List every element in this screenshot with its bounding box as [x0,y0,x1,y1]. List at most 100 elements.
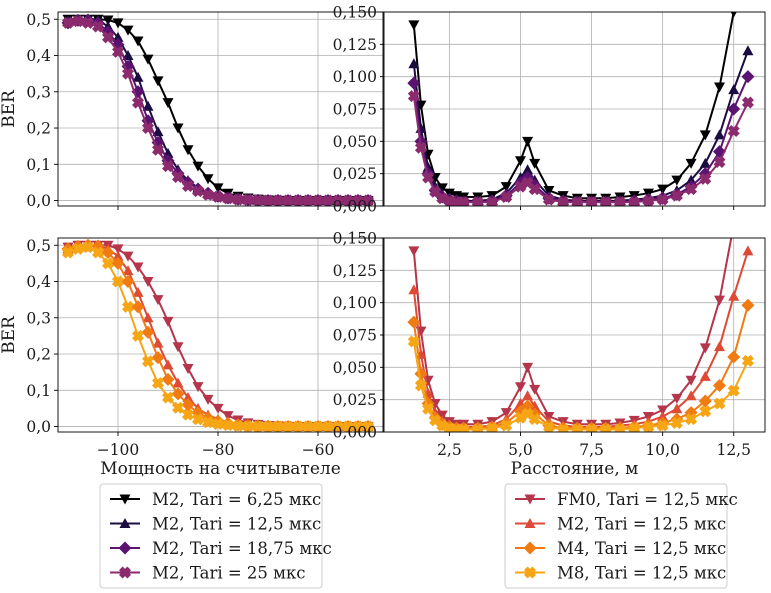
data-point [699,405,712,418]
data-point [121,275,135,289]
data-point [252,420,264,432]
x-tick-label: 10,0 [645,441,680,459]
y-tick-label: 0,5 [26,11,51,29]
y-tick-label: 0,125 [333,36,377,54]
data-point [142,355,154,368]
data-point [436,183,448,194]
data-point [132,286,144,297]
data-point [252,194,264,206]
x-tick-label: 2,5 [437,441,462,459]
y-tick-label: 0,3 [26,83,51,101]
data-point [585,423,598,432]
legend-item: M8, Tari = 12,5 мкс [515,564,726,583]
data-point [407,90,420,103]
data-point [112,250,124,261]
data-point [528,183,541,196]
data-point [192,185,204,198]
y-tick-label: 0,0 [26,418,51,436]
data-point [212,418,224,431]
data-point [699,172,712,185]
series-line [412,50,749,202]
data-point [192,382,204,393]
data-point [613,423,626,432]
y-axis-label: BER [0,89,19,128]
legend-marker [524,566,536,579]
data-point [172,123,184,134]
data-point [192,161,204,172]
data-point [714,129,726,140]
data-point [522,136,534,147]
data-point [407,76,421,90]
data-point [171,387,185,401]
legend-box [504,483,728,589]
x-tick-label: −60 [302,441,335,459]
x-tick-label: 12,5 [716,441,751,459]
data-point [727,350,741,364]
legend-item: M4, Tari = 12,5 мкс [515,539,726,558]
legend-item: M2, Tari = 12,5 мкс [110,515,321,534]
data-point [713,378,727,392]
data-point [262,420,274,432]
data-point [332,194,344,206]
y-tick-label: 0,4 [26,273,51,291]
data-point [112,244,124,255]
data-point [742,245,754,256]
data-point [152,143,164,156]
legend-item: M2, Tari = 25 мкс [110,564,306,583]
data-point [222,411,234,422]
data-point [152,295,164,306]
data-point [162,391,174,404]
data-point [698,394,712,408]
data-point [142,100,154,111]
x-axis-label: Расстояние, м [511,459,639,479]
data-point [322,420,334,432]
y-tick-label: 0,050 [333,359,377,377]
y-tick-label: 0,4 [26,47,51,65]
data-point [599,423,612,432]
data-point [112,18,124,29]
series-group [61,13,375,206]
data-point [685,375,697,386]
data-point [122,67,134,80]
data-point [585,196,598,206]
data-point [522,362,534,373]
data-point [685,390,697,401]
data-point [514,156,526,167]
x-axis-label: Мощность на считывателе [100,459,341,479]
data-point [112,45,124,58]
legend-marker [119,518,131,528]
data-point [522,390,534,401]
data-point [202,416,214,429]
data-point [162,316,174,327]
data-point [422,171,435,184]
data-point [408,284,420,295]
data-point [182,145,194,156]
series-group [407,238,755,432]
data-point [443,422,456,432]
legend-marker [119,494,131,505]
data-point [457,423,470,432]
data-point [222,192,234,205]
legend-item: M2, Tari = 18,75 мкс [110,539,332,558]
data-point [730,12,737,18]
data-point [713,397,726,410]
legend-item: FM0, Tari = 12,5 мкс [515,490,738,509]
data-point [741,298,755,312]
data-point [514,382,526,393]
data-point [142,277,154,288]
data-point [182,392,194,403]
data-point [152,337,164,348]
data-point [727,124,740,137]
data-point [132,262,144,273]
data-point [142,54,154,65]
legend-label: M8, Tari = 12,5 мкс [557,564,726,583]
data-point [728,290,740,301]
y-tick-label: 0,150 [333,4,377,22]
data-point [82,16,94,29]
data-point [181,398,195,412]
data-point [741,96,754,109]
data-point [408,58,420,69]
data-point [408,246,420,257]
data-point [486,196,499,206]
legend-box [99,483,323,589]
